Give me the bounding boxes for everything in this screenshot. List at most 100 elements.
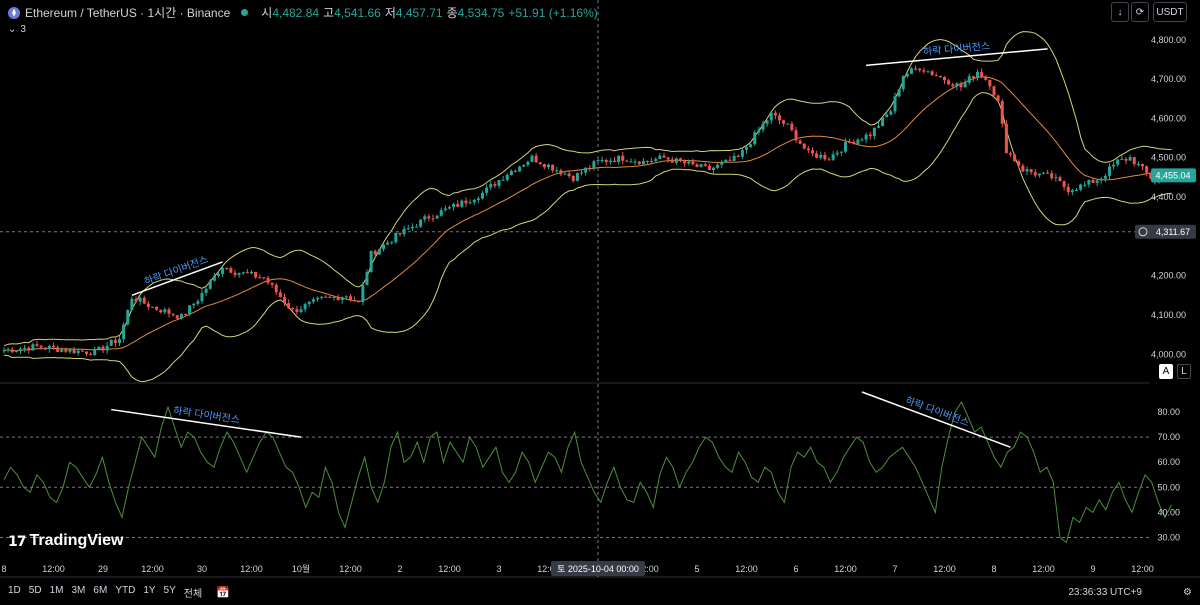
download-button[interactable]: ↓ bbox=[1111, 2, 1129, 22]
candle-body bbox=[31, 344, 35, 351]
auto-scale-button[interactable]: A bbox=[1159, 364, 1173, 379]
currency-button[interactable]: USDT bbox=[1153, 2, 1187, 22]
range-button[interactable]: 6M bbox=[93, 584, 108, 596]
candle-body bbox=[918, 68, 922, 71]
indicator-toggle[interactable]: ⌄ 3 bbox=[8, 24, 26, 35]
candle-body bbox=[1095, 180, 1099, 183]
candle-body bbox=[245, 272, 249, 274]
candle-body bbox=[349, 296, 352, 300]
candle-body bbox=[992, 86, 996, 96]
candle-body bbox=[988, 79, 992, 87]
candle-body bbox=[237, 273, 241, 275]
candle-body bbox=[266, 277, 270, 283]
candle-body bbox=[1066, 186, 1070, 193]
candle-body bbox=[584, 167, 588, 173]
candle-body bbox=[287, 303, 291, 309]
candle-body bbox=[959, 83, 963, 88]
ohlc-value: 4,457.71 bbox=[395, 6, 443, 20]
candle-body bbox=[109, 339, 113, 346]
candle-body bbox=[951, 84, 955, 87]
candle-body bbox=[1013, 154, 1017, 162]
time-tick-label: 12:00 bbox=[339, 564, 362, 574]
candle-body bbox=[390, 242, 394, 244]
candle-body bbox=[19, 348, 22, 351]
candle-body bbox=[332, 296, 336, 298]
ohlc-key: 고 bbox=[323, 6, 335, 20]
candle-body bbox=[575, 172, 579, 181]
candle-body bbox=[179, 313, 183, 319]
candle-body bbox=[489, 184, 493, 188]
range-button[interactable]: 1M bbox=[49, 584, 64, 596]
candle-body bbox=[868, 134, 872, 137]
candle-body bbox=[56, 347, 60, 352]
candle-body bbox=[89, 353, 93, 356]
candle-body bbox=[600, 160, 604, 162]
candle-body bbox=[782, 120, 786, 124]
market-status-icon bbox=[241, 9, 249, 16]
candle-body bbox=[1033, 172, 1037, 176]
candle-body bbox=[1054, 177, 1058, 179]
candle-body bbox=[914, 68, 918, 70]
candle-body bbox=[460, 200, 464, 207]
range-button[interactable]: 1Y bbox=[143, 584, 156, 596]
candle-body bbox=[732, 155, 736, 161]
crosshair-date-label: 토 2025-10-04 00:00 bbox=[557, 564, 639, 574]
candle-body bbox=[819, 154, 823, 158]
time-tick-label: 6 bbox=[793, 564, 798, 574]
candle-body bbox=[806, 148, 810, 151]
candle-body bbox=[926, 71, 930, 73]
candle-body bbox=[303, 304, 307, 310]
candle-body bbox=[476, 198, 480, 200]
candle-body bbox=[159, 309, 163, 313]
divergence-trendline bbox=[866, 48, 1048, 67]
calendar-range-icon[interactable]: 📅 bbox=[216, 586, 230, 599]
range-button[interactable]: 5Y bbox=[163, 584, 176, 596]
range-button[interactable]: 전체 bbox=[183, 588, 203, 600]
candle-body bbox=[621, 155, 625, 161]
candle-body bbox=[497, 180, 501, 186]
candle-body bbox=[291, 308, 295, 310]
candle-body bbox=[1042, 172, 1045, 174]
symbol-title[interactable]: Ethereum / TetherUS · 1시간 · Binance bbox=[25, 6, 231, 20]
candle-body bbox=[588, 167, 592, 169]
candle-body bbox=[1087, 179, 1091, 185]
range-button[interactable]: YTD bbox=[115, 584, 136, 596]
download-icon: ↓ bbox=[1117, 6, 1123, 18]
candle-body bbox=[196, 301, 200, 304]
candle-body bbox=[608, 160, 612, 162]
sync-button[interactable]: ⟳ bbox=[1131, 2, 1149, 22]
bollinger-upper-line bbox=[3, 31, 1172, 347]
range-button[interactable]: 3M bbox=[71, 584, 86, 596]
candle-body bbox=[311, 299, 315, 302]
candle-body bbox=[901, 76, 905, 90]
candle-body bbox=[980, 71, 984, 78]
candle-body bbox=[60, 349, 64, 352]
candle-body bbox=[547, 164, 550, 168]
candle-body bbox=[967, 76, 971, 83]
log-scale-button[interactable]: L bbox=[1177, 364, 1191, 379]
watermark-text: TradingView bbox=[29, 532, 124, 549]
candle-body bbox=[1108, 166, 1111, 176]
candle-body bbox=[254, 271, 258, 278]
price-tick-label: 4,100.00 bbox=[1151, 310, 1186, 320]
time-tick-label: 5 bbox=[694, 564, 699, 574]
candle-body bbox=[2, 350, 6, 352]
settings-gear-icon[interactable]: ⚙ bbox=[1183, 586, 1192, 598]
candle-body bbox=[204, 288, 208, 293]
candle-body bbox=[852, 141, 856, 144]
candle-body bbox=[687, 161, 691, 164]
candle-body bbox=[278, 292, 282, 298]
candle-body bbox=[1004, 123, 1008, 154]
candle-body bbox=[14, 350, 18, 353]
candle-body bbox=[893, 96, 897, 112]
range-button[interactable]: 1D bbox=[8, 584, 21, 596]
candle-body bbox=[1058, 177, 1062, 182]
range-button[interactable]: 5D bbox=[28, 584, 42, 596]
candle-body bbox=[217, 273, 220, 276]
candle-body bbox=[707, 165, 711, 171]
candle-body bbox=[340, 297, 344, 300]
candle-body bbox=[419, 219, 423, 227]
candle-body bbox=[790, 123, 794, 131]
